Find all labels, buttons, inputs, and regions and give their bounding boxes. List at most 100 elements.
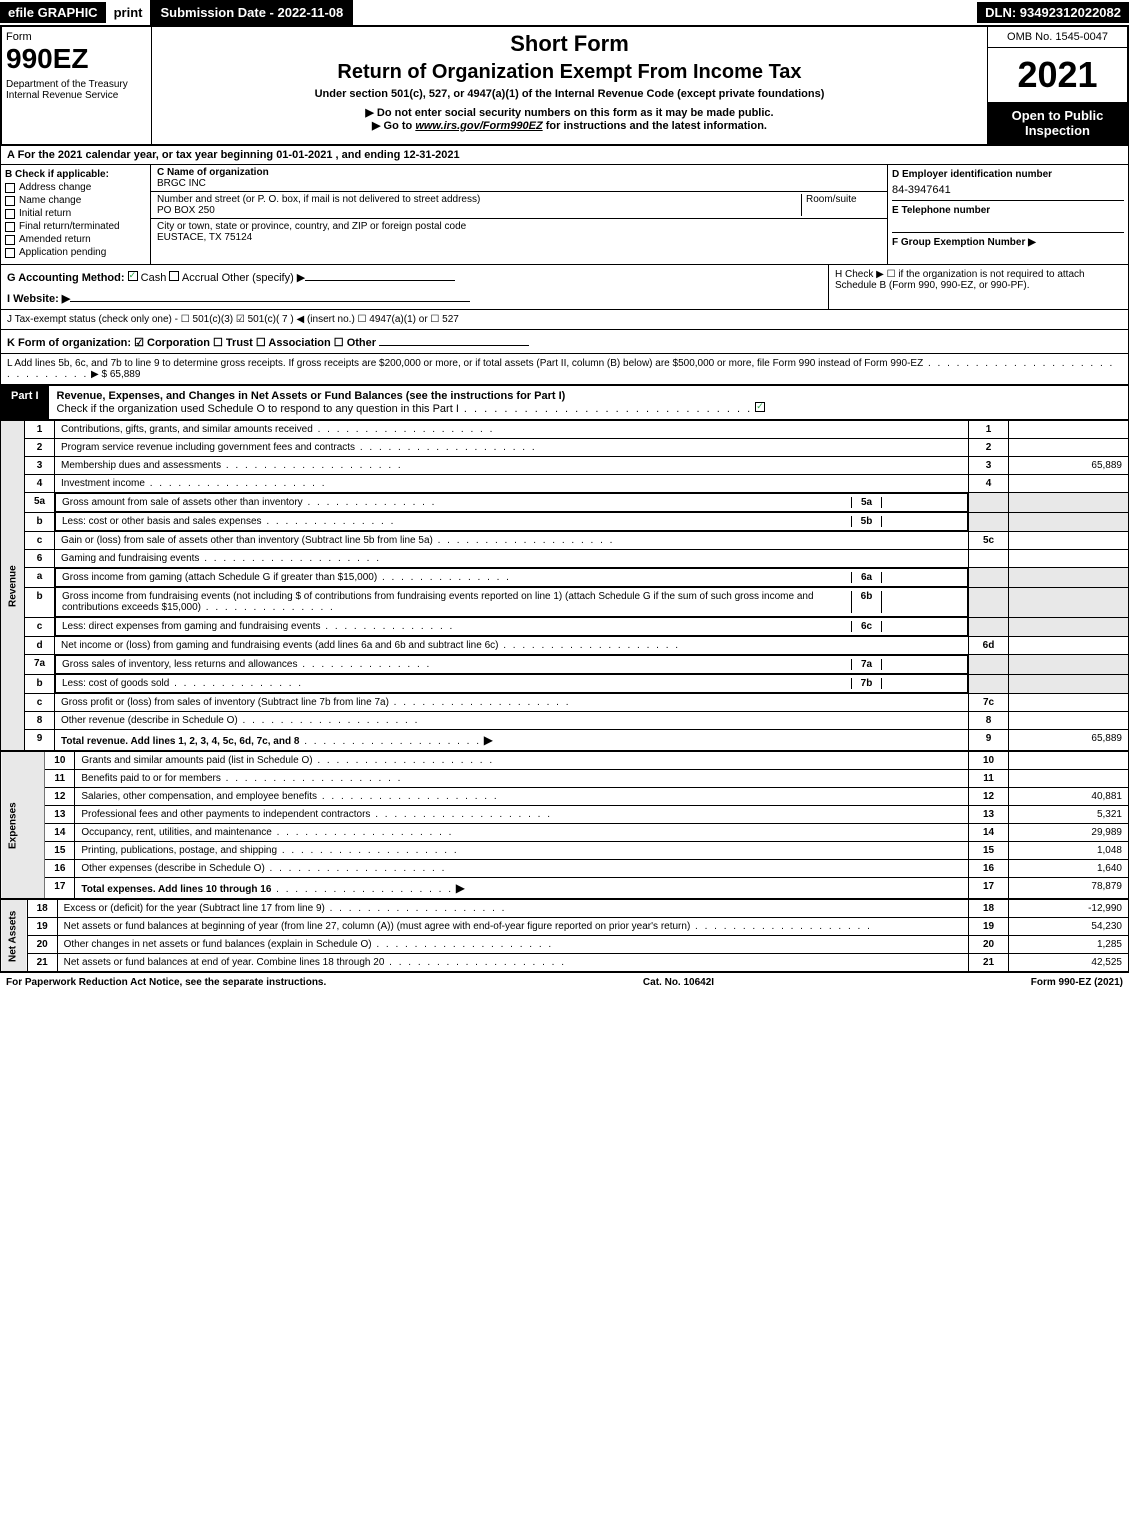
checkbox[interactable] [5, 222, 15, 232]
row-desc: Gaming and fundraising events [55, 550, 969, 568]
table-row: 16Other expenses (describe in Schedule O… [1, 860, 1129, 878]
expense-table: Expenses10Grants and similar amounts pai… [0, 751, 1129, 899]
checkbox[interactable] [5, 183, 15, 193]
row-val: 42,525 [1009, 954, 1129, 972]
col-d: D Employer identification number 84-3947… [888, 165, 1128, 264]
row-val [1009, 439, 1129, 457]
efile-label: efile GRAPHIC [0, 2, 106, 23]
table-row: 8Other revenue (describe in Schedule O)8 [1, 712, 1129, 730]
table-row: 13Professional fees and other payments t… [1, 806, 1129, 824]
row-desc: Occupancy, rent, utilities, and maintena… [75, 824, 969, 842]
accrual-checkbox[interactable] [169, 271, 179, 281]
b-checkbox-line: Name change [5, 195, 146, 206]
table-row: 12Salaries, other compensation, and empl… [1, 788, 1129, 806]
b-checkbox-line: Amended return [5, 234, 146, 245]
part1-checkbox[interactable] [755, 402, 765, 412]
row-box: 15 [969, 842, 1009, 860]
tax-year: 2021 [988, 48, 1127, 102]
table-row: 20Other changes in net assets or fund ba… [1, 936, 1129, 954]
row-num: 10 [45, 752, 75, 770]
row-val: 40,881 [1009, 788, 1129, 806]
row-box: 1 [969, 421, 1009, 439]
right-col: OMB No. 1545-0047 2021 Open to Public In… [987, 27, 1127, 144]
row-box: 21 [969, 954, 1009, 972]
table-row: 19Net assets or fund balances at beginni… [1, 918, 1129, 936]
row-num: 9 [25, 730, 55, 751]
website-blank[interactable] [70, 290, 470, 302]
org-name: BRGC INC [157, 178, 206, 189]
expense-section-label: Expenses [1, 752, 45, 899]
row-desc: Total expenses. Add lines 10 through 16 … [75, 878, 969, 899]
row-desc: Total revenue. Add lines 1, 2, 3, 4, 5c,… [55, 730, 969, 751]
checkbox[interactable] [5, 235, 15, 245]
addr-value: PO BOX 250 [157, 205, 215, 216]
g-label: G Accounting Method: [7, 272, 125, 284]
row-box: 13 [969, 806, 1009, 824]
checkbox[interactable] [5, 196, 15, 206]
row-desc: Other revenue (describe in Schedule O) [55, 712, 969, 730]
row-num: 1 [25, 421, 55, 439]
row-desc: Program service revenue including govern… [55, 439, 969, 457]
table-row: bGross income from fundraising events (n… [1, 587, 1129, 617]
row-val [1009, 655, 1129, 675]
other-label: Other (specify) ▶ [222, 272, 306, 284]
row-desc: Net assets or fund balances at end of ye… [57, 954, 968, 972]
checkbox-label: Address change [19, 182, 91, 193]
row-num: 3 [25, 457, 55, 475]
row-num: 11 [45, 770, 75, 788]
row-desc: Contributions, gifts, grants, and simila… [55, 421, 969, 439]
form-header: Form 990EZ Department of the Treasury In… [0, 25, 1129, 146]
table-row: bLess: cost of goods sold7b [1, 674, 1129, 694]
row-box: 18 [969, 900, 1009, 918]
do-not-ssn: ▶ Do not enter social security numbers o… [156, 106, 983, 119]
row-num: c [25, 532, 55, 550]
top-bar: efile GRAPHIC print Submission Date - 20… [0, 0, 1129, 25]
form-word: Form [6, 31, 147, 43]
row-box [969, 550, 1009, 568]
c-name-label: C Name of organization [157, 167, 269, 178]
row-val [1009, 421, 1129, 439]
cash-checkbox[interactable] [128, 271, 138, 281]
row-box [969, 655, 1009, 675]
row-box: 2 [969, 439, 1009, 457]
return-title: Return of Organization Exempt From Incom… [156, 61, 983, 84]
line-g: G Accounting Method: Cash Accrual Other … [1, 265, 828, 309]
print-label[interactable]: print [106, 2, 151, 23]
row-gh: G Accounting Method: Cash Accrual Other … [0, 265, 1129, 310]
row-desc: Printing, publications, postage, and shi… [75, 842, 969, 860]
row-desc: Gross profit or (loss) from sales of inv… [55, 694, 969, 712]
row-val [1009, 752, 1129, 770]
part1-header: Part I Revenue, Expenses, and Changes in… [0, 385, 1129, 420]
goto-suffix: for instructions and the latest informat… [543, 120, 767, 132]
k-blank[interactable] [379, 334, 529, 346]
addr-row: Number and street (or P. O. box, if mail… [151, 192, 887, 219]
other-blank[interactable] [305, 269, 455, 281]
checkbox[interactable] [5, 209, 15, 219]
table-row: 4Investment income4 [1, 475, 1129, 493]
checkbox[interactable] [5, 248, 15, 258]
under-section: Under section 501(c), 527, or 4947(a)(1)… [156, 88, 983, 100]
row-val: 65,889 [1009, 730, 1129, 751]
row-desc: Gain or (loss) from sale of assets other… [55, 532, 969, 550]
row-val [1009, 770, 1129, 788]
row-box [969, 512, 1009, 532]
accrual-label: Accrual [182, 272, 219, 284]
row-num: 19 [27, 918, 57, 936]
b-checkbox-line: Initial return [5, 208, 146, 219]
row-num: 4 [25, 475, 55, 493]
row-desc: Gross income from fundraising events (no… [55, 587, 968, 617]
room-label: Room/suite [806, 194, 857, 205]
row-desc: Benefits paid to or for members [75, 770, 969, 788]
row-desc: Salaries, other compensation, and employ… [75, 788, 969, 806]
irs-link[interactable]: www.irs.gov/Form990EZ [415, 120, 542, 132]
row-num: c [25, 617, 55, 637]
row-box: 3 [969, 457, 1009, 475]
dln-label: DLN: 93492312022082 [977, 2, 1129, 23]
group-label: F Group Exemption Number ▶ [892, 232, 1124, 248]
row-desc: Gross amount from sale of assets other t… [55, 493, 968, 512]
row-box [969, 493, 1009, 513]
line-h: H Check ▶ ☐ if the organization is not r… [828, 265, 1128, 309]
row-num: 8 [25, 712, 55, 730]
checkbox-label: Amended return [19, 234, 91, 245]
row-val: 5,321 [1009, 806, 1129, 824]
